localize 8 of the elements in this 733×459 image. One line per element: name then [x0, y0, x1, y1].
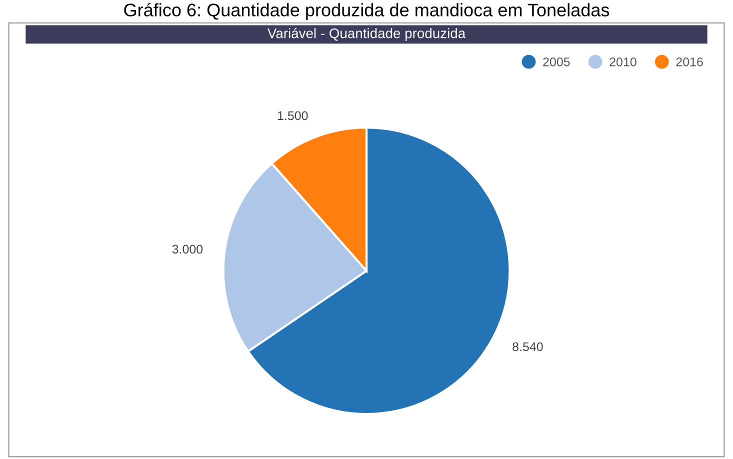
chart-subtitle: Variável - Quantidade produzida — [267, 28, 466, 41]
data-label: 3.000 — [172, 244, 203, 254]
legend-label: 2016 — [676, 57, 703, 66]
legend-label: 2010 — [610, 57, 636, 66]
data-label: 8.540 — [512, 342, 543, 352]
data-label: 1.500 — [278, 111, 308, 120]
legend-label: 2005 — [543, 57, 570, 66]
chart-title: Gráfico 6: Quantidade produzida de mandioca em Toneladas — [124, 2, 610, 20]
